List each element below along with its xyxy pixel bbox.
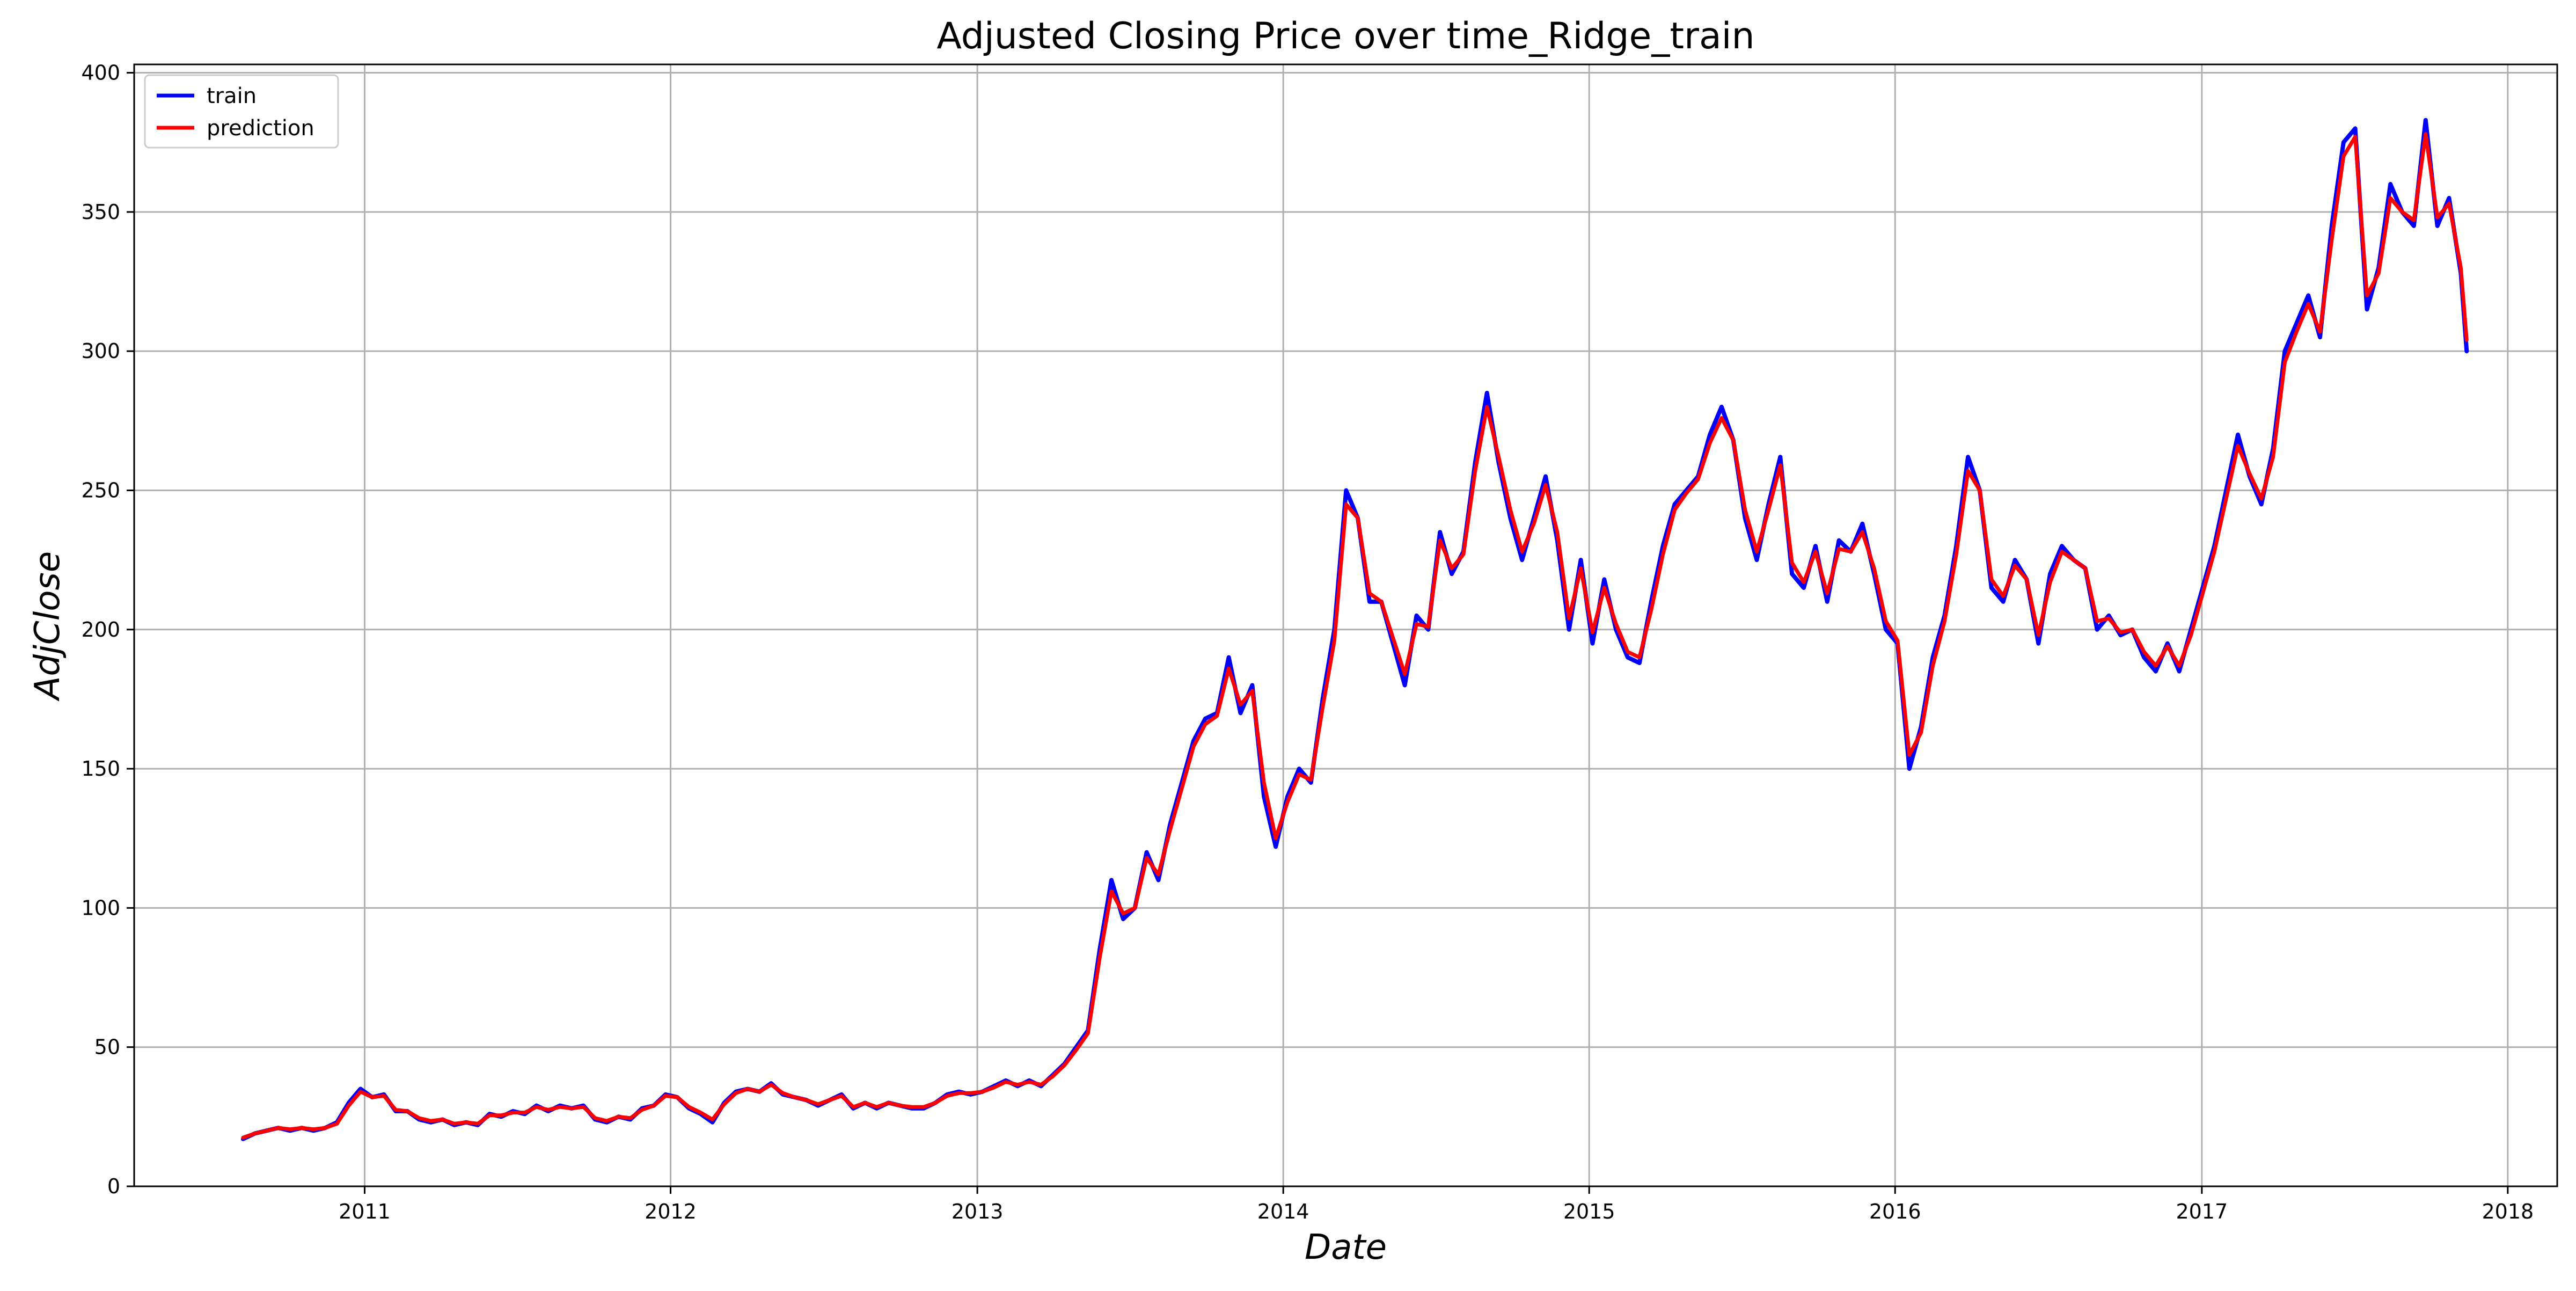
legend-label-prediction: prediction (207, 116, 314, 141)
legend: train prediction (144, 74, 339, 149)
x-tick-label: 2014 (1257, 1200, 1309, 1223)
x-tick-label: 2015 (1563, 1200, 1615, 1223)
series-line-prediction (241, 132, 2469, 1140)
x-axis-label: Date (1305, 1228, 1387, 1267)
x-tick-label: 2012 (645, 1200, 697, 1223)
x-tick-label: 2016 (1869, 1200, 1921, 1223)
y-tick-label: 250 (81, 478, 120, 502)
series-lines (241, 118, 2469, 1141)
y-tick-label: 0 (107, 1175, 120, 1198)
chart-title: Adjusted Closing Price over time_Ridge_t… (936, 15, 1754, 57)
y-tick-label: 100 (81, 896, 120, 920)
y-axis-label: AdjClose (28, 551, 68, 702)
x-tick-label: 2013 (952, 1200, 1004, 1223)
legend-label-train: train (207, 84, 257, 108)
y-tick-label: 200 (81, 618, 120, 641)
x-tick-label: 2017 (2176, 1200, 2228, 1223)
y-tick-label: 300 (81, 339, 120, 363)
y-tick-label: 150 (81, 757, 120, 781)
x-tick-label: 2011 (339, 1200, 391, 1223)
y-tick-label: 400 (81, 61, 120, 85)
x-tick-label: 2018 (2482, 1200, 2534, 1223)
axis-ticks: 2011 2012 2013 2014 2015 2016 2017 2018 0 50 100 15… (81, 61, 2534, 1223)
y-tick-label: 350 (81, 200, 120, 224)
y-tick-label: 50 (94, 1035, 120, 1059)
plot-frame (133, 63, 2558, 1187)
